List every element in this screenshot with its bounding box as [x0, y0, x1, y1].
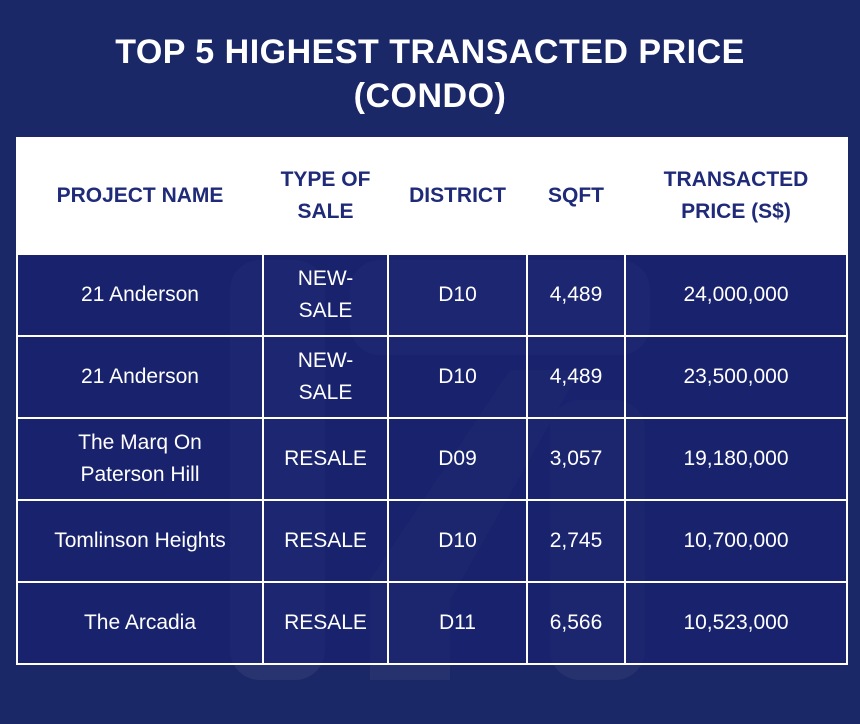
cell-transacted-price: 10,523,000 — [624, 581, 848, 665]
cell-type-of-sale: NEW- SALE — [262, 335, 389, 419]
header-project-name-label: PROJECT NAME — [56, 184, 224, 207]
project-name-line: The Arcadia — [83, 611, 197, 634]
project-name-line: Tomlinson Heights — [54, 529, 226, 552]
cell-project-name: Tomlinson Heights — [16, 499, 264, 583]
type-of-sale-line: RESALE — [284, 447, 367, 470]
header-transacted-price-line-2: PRICE (S$) — [681, 200, 791, 223]
project-name-line: 21 Anderson — [81, 365, 199, 388]
cell-transacted-price: 23,500,000 — [624, 335, 848, 419]
type-of-sale-line: RESALE — [284, 529, 367, 552]
type-of-sale-line: NEW- — [297, 349, 354, 372]
title-line-2: (CONDO) — [353, 77, 507, 115]
type-of-sale-line: SALE — [298, 299, 353, 322]
table-row: 21 Anderson NEW- SALE D10 4,489 24,000,0… — [16, 253, 848, 337]
header-sqft-label: SQFT — [548, 184, 604, 207]
cell-sqft: 4,489 — [526, 335, 626, 419]
cell-project-name: 21 Anderson — [16, 253, 264, 337]
cell-sqft: 6,566 — [526, 581, 626, 665]
cell-transacted-price: 24,000,000 — [624, 253, 848, 337]
cell-district: D10 — [387, 499, 528, 583]
title-line-1: TOP 5 HIGHEST TRANSACTED PRICE — [115, 33, 745, 71]
cell-transacted-price: 10,700,000 — [624, 499, 848, 583]
cell-type-of-sale: NEW- SALE — [262, 253, 389, 337]
header-project-name: PROJECT NAME — [16, 137, 264, 255]
header-district-label: DISTRICT — [409, 184, 506, 207]
transactions-table: PROJECT NAME TYPE OF SALE DISTRICT SQFT … — [16, 137, 848, 665]
cell-sqft: 2,745 — [526, 499, 626, 583]
table-row: Tomlinson Heights RESALE D10 2,745 10,70… — [16, 499, 848, 583]
cell-type-of-sale: RESALE — [262, 581, 389, 665]
header-transacted-price-line-1: TRANSACTED — [663, 168, 809, 191]
type-of-sale-line: SALE — [298, 381, 353, 404]
cell-district: D11 — [387, 581, 528, 665]
cell-transacted-price: 19,180,000 — [624, 417, 848, 501]
header-sqft: SQFT — [526, 137, 626, 255]
cell-project-name: The Marq On Paterson Hill — [16, 417, 264, 501]
cell-district: D10 — [387, 253, 528, 337]
header-type-of-sale-line-2: SALE — [297, 200, 354, 223]
page-title: TOP 5 HIGHEST TRANSACTED PRICE (CONDO) — [0, 30, 860, 118]
cell-sqft: 4,489 — [526, 253, 626, 337]
cell-project-name: The Arcadia — [16, 581, 264, 665]
header-type-of-sale: TYPE OF SALE — [262, 137, 389, 255]
type-of-sale-line: RESALE — [284, 611, 367, 634]
type-of-sale-line: NEW- — [297, 267, 354, 290]
project-name-line: 21 Anderson — [81, 283, 199, 306]
table-header-row: PROJECT NAME TYPE OF SALE DISTRICT SQFT … — [16, 137, 848, 255]
cell-district: D10 — [387, 335, 528, 419]
cell-project-name: 21 Anderson — [16, 335, 264, 419]
table-row: 21 Anderson NEW- SALE D10 4,489 23,500,0… — [16, 335, 848, 419]
table-row: The Arcadia RESALE D11 6,566 10,523,000 — [16, 581, 848, 665]
cell-type-of-sale: RESALE — [262, 417, 389, 501]
cell-sqft: 3,057 — [526, 417, 626, 501]
table-row: The Marq On Paterson Hill RESALE D09 3,0… — [16, 417, 848, 501]
project-name-line: The Marq On — [78, 431, 202, 454]
project-name-line: Paterson Hill — [80, 463, 200, 486]
cell-district: D09 — [387, 417, 528, 501]
header-transacted-price: TRANSACTED PRICE (S$) — [624, 137, 848, 255]
header-type-of-sale-line-1: TYPE OF — [280, 168, 371, 191]
cell-type-of-sale: RESALE — [262, 499, 389, 583]
header-district: DISTRICT — [387, 137, 528, 255]
